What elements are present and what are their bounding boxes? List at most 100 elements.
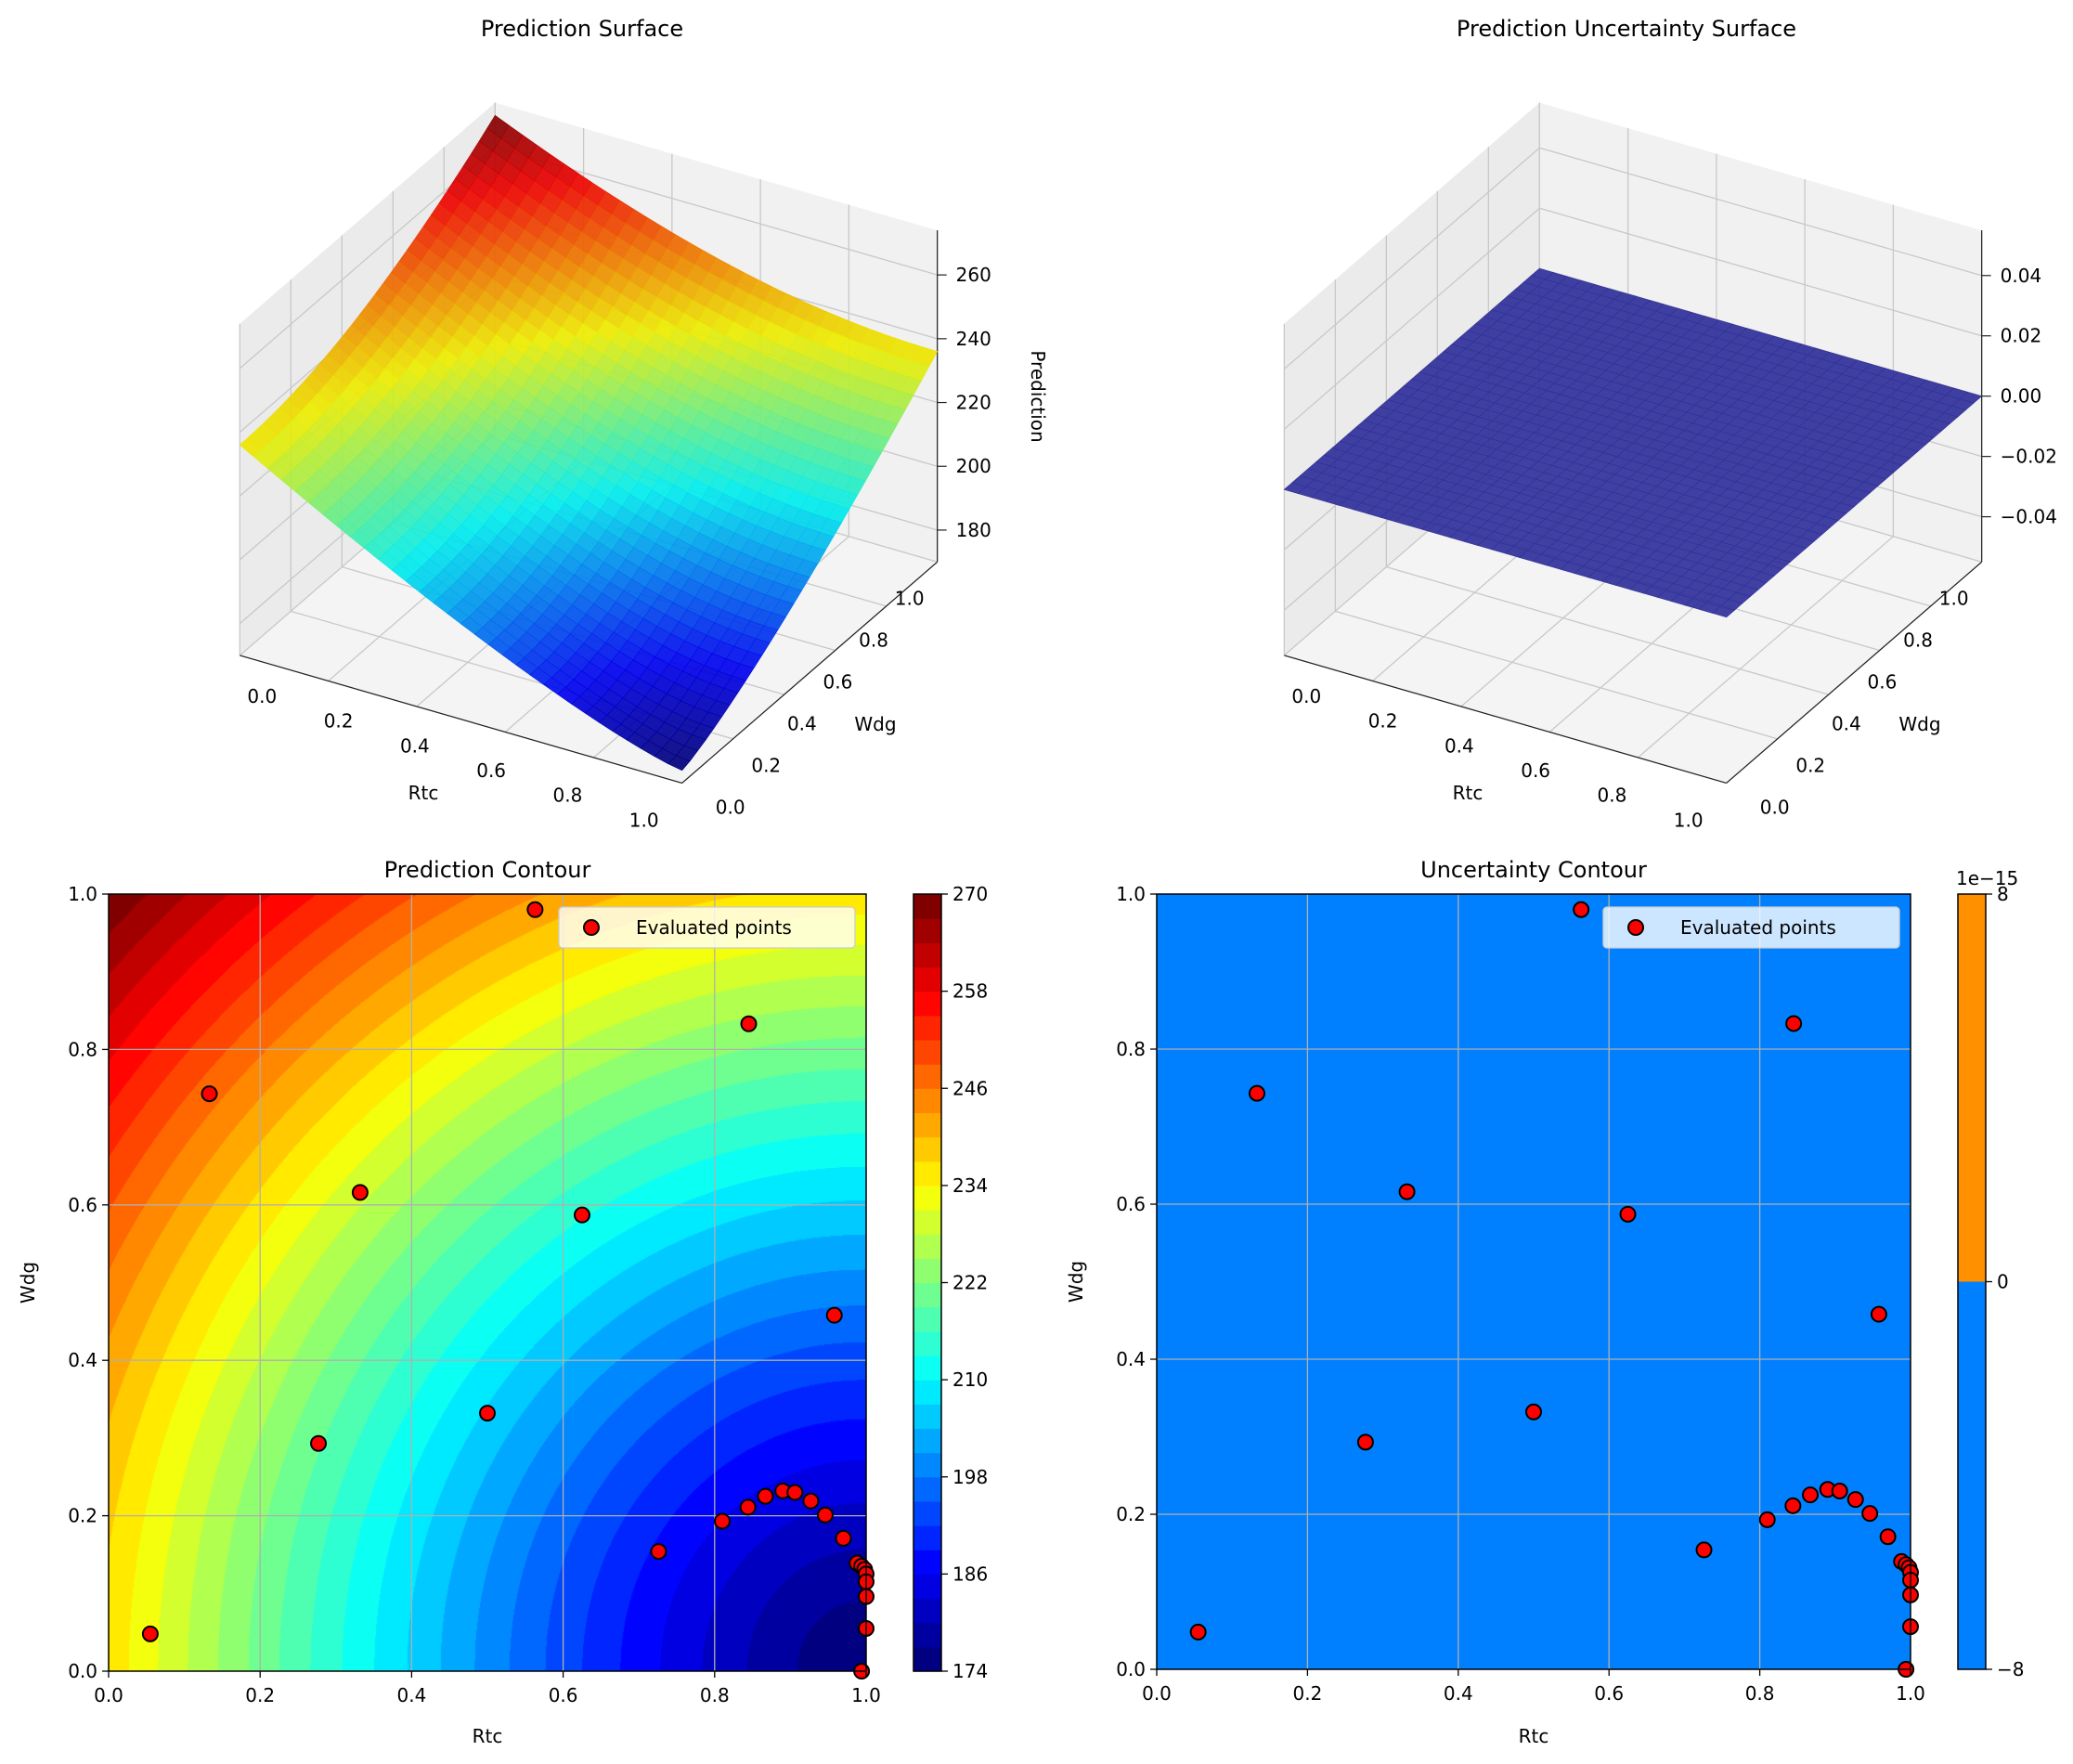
evaluated-point: [1802, 1486, 1820, 1504]
z-axis-label: Prediction: [1027, 350, 1049, 442]
colorbar-band: [913, 991, 941, 1017]
y-tick-label: 0.2: [68, 1505, 97, 1527]
y-tick-label: 0.0: [68, 1660, 97, 1682]
axis-line: [681, 561, 939, 784]
colorbar-band: [1958, 1281, 1986, 1669]
colorbar-tick-label: 246: [952, 1077, 988, 1099]
legend: [1602, 906, 1900, 949]
surface-title: Prediction Surface: [481, 16, 683, 42]
colorbar-band: [913, 1161, 941, 1187]
z-tick-label: 260: [956, 264, 991, 286]
colorbar-band: [913, 966, 941, 992]
evaluated-point: [1879, 1528, 1897, 1546]
colorbar-band: [913, 1088, 941, 1114]
grid-line: [1386, 566, 1829, 695]
grid-line: [1283, 147, 1540, 370]
colorbar-tick-label: 234: [952, 1174, 988, 1197]
colorbar-band: [913, 1622, 941, 1648]
x-tick-label: 0.0: [247, 685, 277, 707]
evaluated-point: [479, 1405, 496, 1422]
x-tick-label: 0.4: [396, 1684, 426, 1706]
x-tick-label: 1.0: [851, 1684, 881, 1706]
colorbar-frame: [913, 893, 942, 1672]
y-tick-label: 0.6: [1116, 1193, 1146, 1215]
evaluated-point: [1695, 1541, 1713, 1559]
colorbar-band: [913, 1282, 941, 1308]
x-tick-label: 0.2: [1368, 710, 1398, 733]
evaluated-point: [739, 1498, 757, 1516]
colorbar-offset-label: 1e−15: [1956, 867, 2018, 889]
colorbar-tick-label: 270: [952, 883, 988, 905]
axis-line: [1284, 655, 1727, 785]
z-tick-label: −0.04: [2001, 506, 2057, 528]
colorbar-tick-label: 8: [1997, 883, 2009, 905]
evaluated-point: [526, 901, 544, 918]
y-axis-label: Wdg: [854, 713, 896, 735]
evaluated-point: [1398, 1183, 1416, 1200]
legend-box: [558, 906, 856, 949]
x-axis-label: Rtc: [1453, 782, 1483, 804]
x-tick-label: 0.2: [1292, 1682, 1322, 1705]
x-tick-label: 0.0: [1291, 685, 1321, 707]
colorbar-tick-label: 0: [1997, 1271, 2009, 1293]
x-tick-label: 1.0: [1674, 809, 1704, 831]
surface-facet: [667, 755, 691, 772]
colorbar-band: [913, 1500, 941, 1526]
colorbar-tick-label: 186: [952, 1563, 988, 1585]
legend-marker: [1627, 919, 1644, 936]
x-tick-label: 0.0: [94, 1684, 123, 1706]
z-tick-label: 240: [956, 328, 991, 350]
x-tick-label: 0.6: [549, 1684, 578, 1706]
evaluated-point: [757, 1487, 774, 1505]
x-tick-label: 0.2: [245, 1684, 275, 1706]
evaluated-point: [1861, 1505, 1879, 1523]
x-tick-label: 0.4: [400, 734, 430, 757]
evaluated-point: [1784, 1497, 1802, 1514]
y-tick-label: 0.0: [716, 796, 745, 818]
colorbar-band: [913, 1452, 941, 1478]
contour-plot-2: [102, 893, 948, 1680]
y-tick-label: 0.6: [68, 1194, 97, 1216]
evaluated-point: [141, 1625, 159, 1642]
evaluated-point: [351, 1184, 369, 1201]
colorbar-band: [913, 1355, 941, 1381]
z-tick-label: 0.02: [2001, 325, 2042, 347]
x-tick-label: 0.8: [1745, 1682, 1775, 1705]
y-axis-label: Wdg: [1065, 1261, 1087, 1303]
colorbar: [913, 893, 948, 1672]
colorbar-band: [913, 1064, 941, 1089]
y-tick-label: 1.0: [68, 883, 97, 905]
y-tick-label: 0.4: [1832, 712, 1861, 734]
colorbar-band: [913, 1598, 941, 1624]
evaluated-point: [1619, 1205, 1637, 1223]
colorbar-tick-label: 258: [952, 980, 988, 1003]
surface-plot-1: [1283, 102, 1991, 785]
colorbar-band: [913, 894, 941, 919]
colorbar-band: [913, 1234, 941, 1259]
legend-box: [1602, 906, 1900, 949]
colorbar-band: [913, 1404, 941, 1430]
y-tick-label: 0.0: [1760, 796, 1790, 818]
colorbar-band: [913, 1330, 941, 1356]
colorbar-tick-label: −8: [1997, 1658, 2024, 1680]
colorbar-tick-label: 222: [952, 1272, 988, 1294]
y-tick-label: 0.4: [68, 1349, 97, 1371]
colorbar-band: [913, 1039, 941, 1065]
y-axis-label: Wdg: [1898, 713, 1940, 735]
colorbar-band: [913, 1136, 941, 1162]
x-axis-label: Rtc: [1519, 1725, 1549, 1747]
evaluated-point: [1573, 901, 1590, 918]
z-tick-label: 180: [956, 519, 991, 541]
contour-title: Uncertainty Contour: [1420, 857, 1647, 883]
evaluated-point: [650, 1543, 667, 1561]
colorbar-band: [913, 1380, 941, 1405]
y-tick-label: 1.0: [895, 587, 925, 609]
axes-frame: [1156, 893, 1911, 1670]
y-tick-label: 0.0: [1116, 1658, 1146, 1680]
z-tick-label: 0.04: [2001, 265, 2042, 287]
colorbar-band: [913, 1550, 941, 1575]
evaluated-point: [1785, 1015, 1803, 1032]
grid-line: [1539, 147, 1982, 277]
legend-label: Evaluated points: [636, 916, 792, 939]
surface-facet: [1712, 605, 1735, 618]
